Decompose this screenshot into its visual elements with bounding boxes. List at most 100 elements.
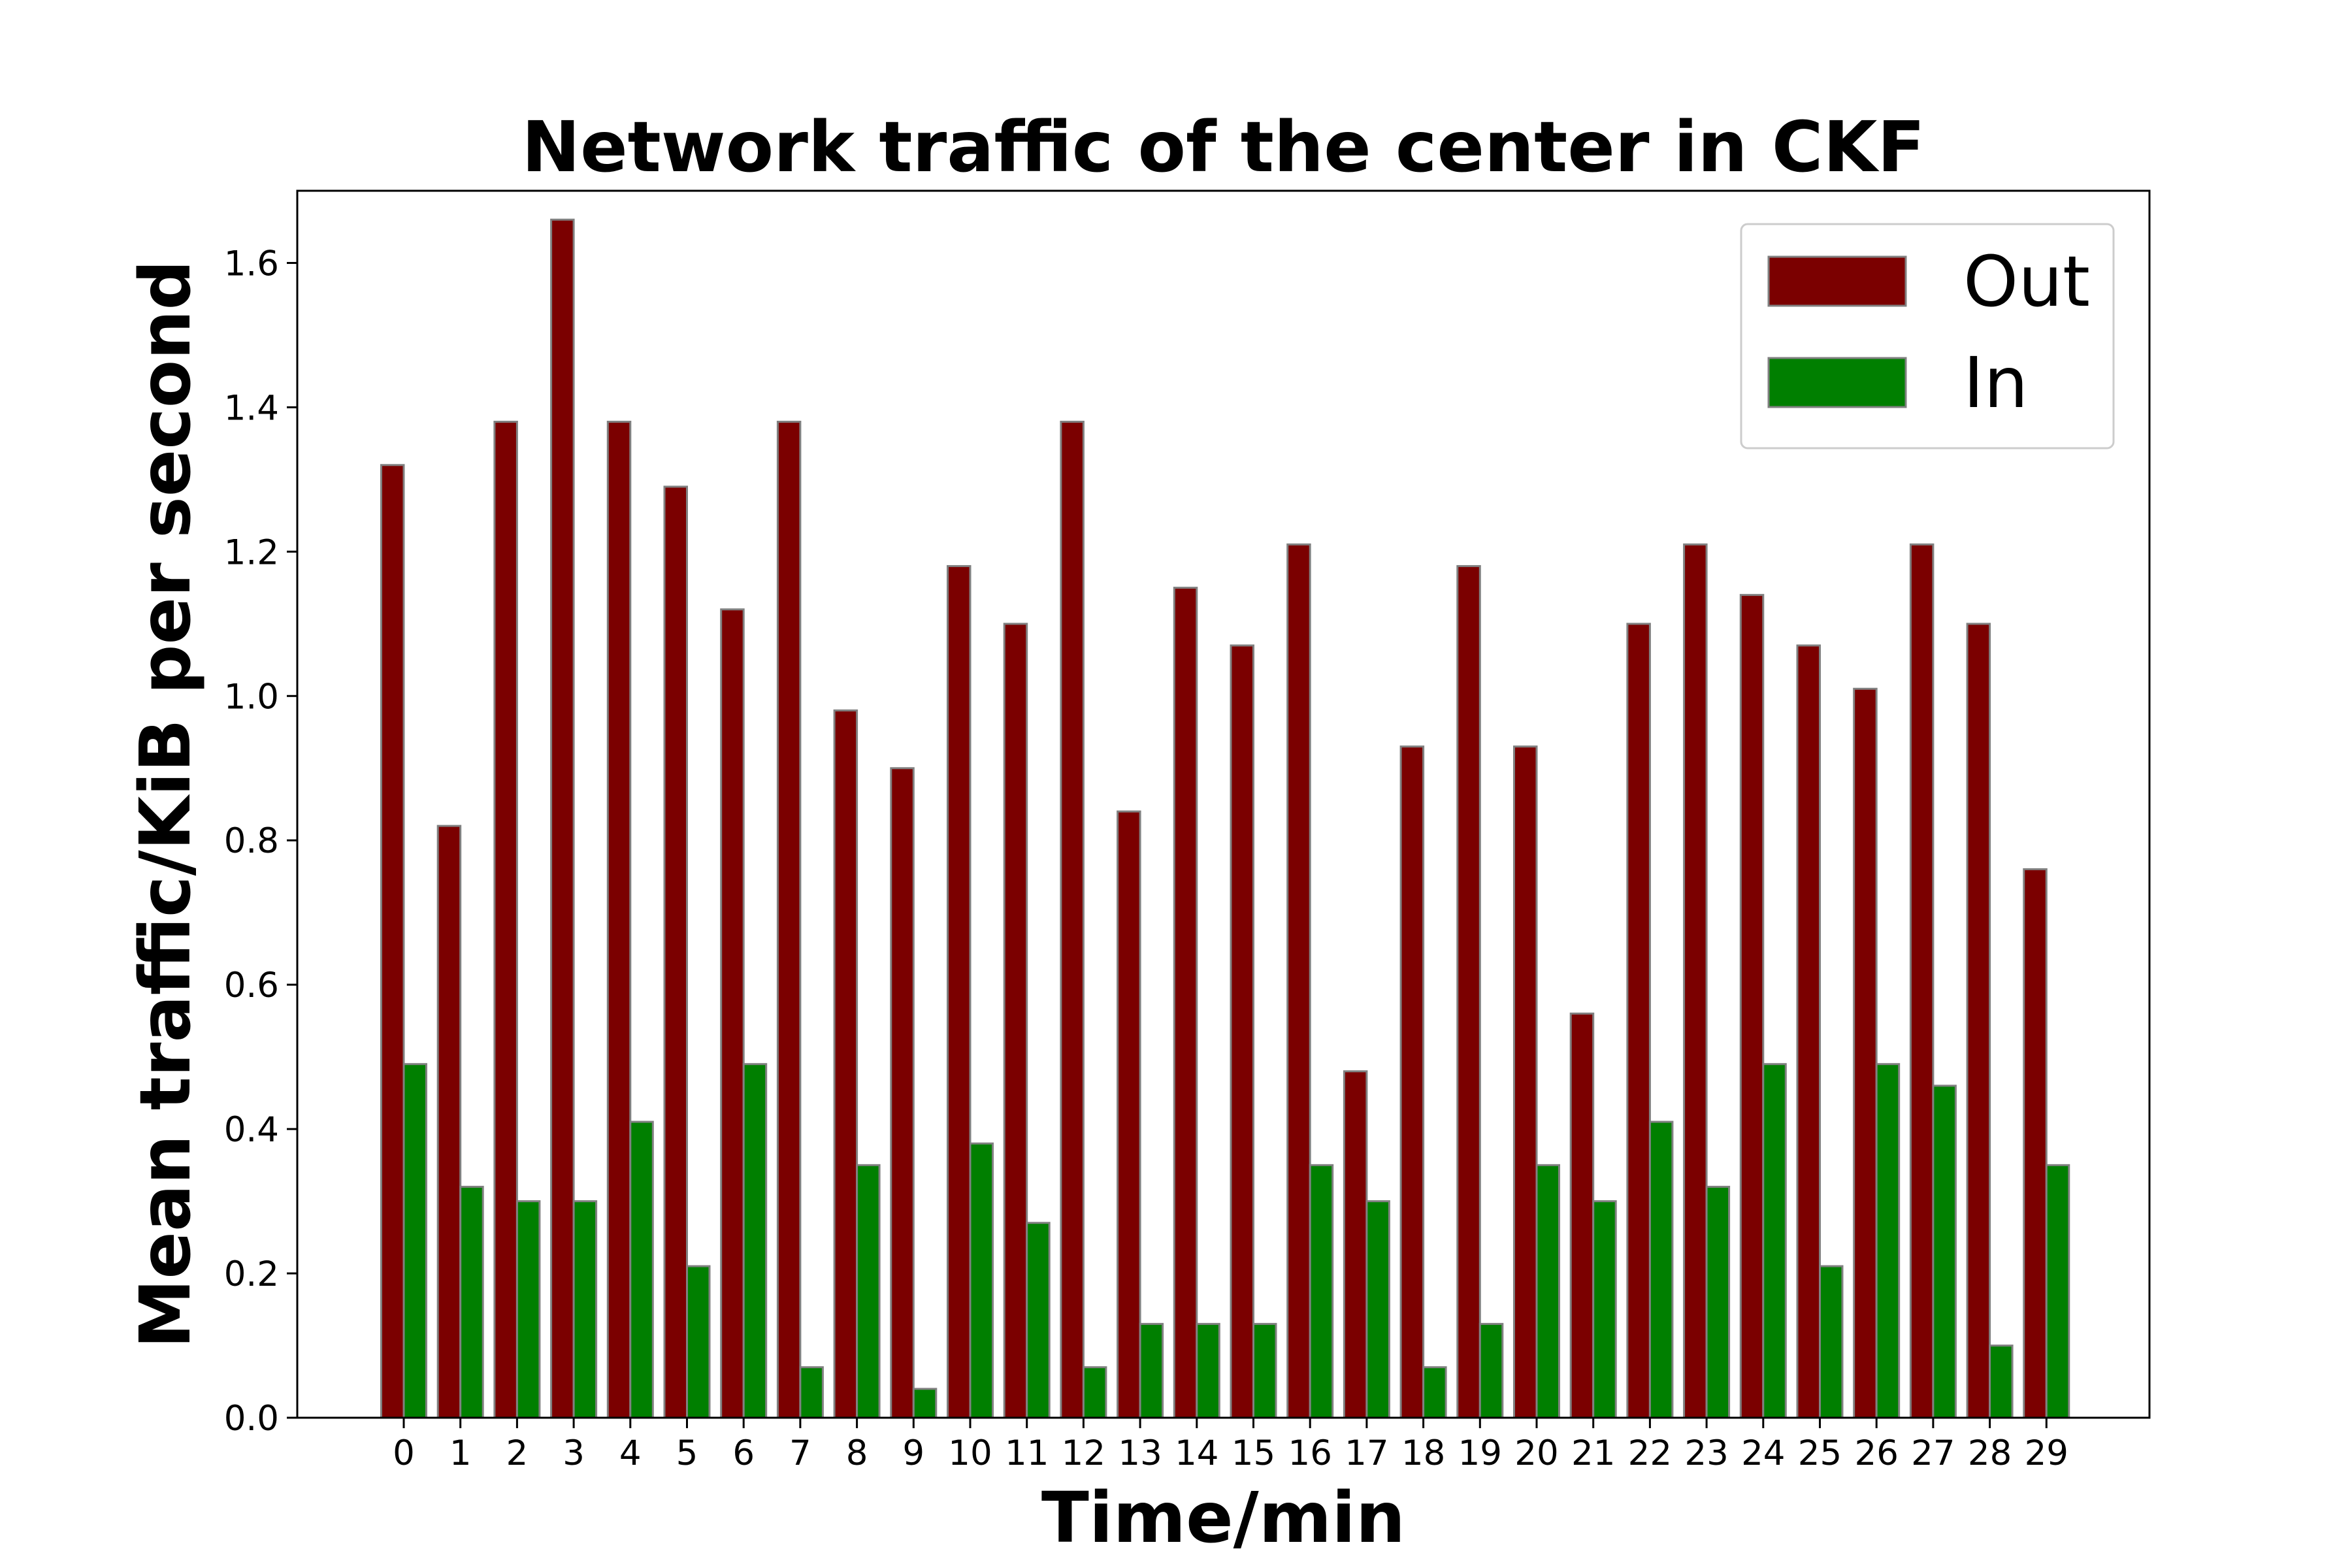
y-tick-label: 1.6 xyxy=(224,244,279,284)
bar-out-25 xyxy=(1796,644,1821,1419)
legend-swatch-in xyxy=(1767,357,1907,408)
bar-in-19 xyxy=(1478,1322,1504,1419)
y-tick-label: 0.2 xyxy=(224,1254,279,1294)
x-axis-ticks: 0 1 2 3 4 5 6 7 8 9 10 11 12 13 14 15 16 17 18 19 20 21 22 23 24… xyxy=(393,1418,2068,1473)
bar-in-18 xyxy=(1422,1366,1447,1419)
legend: Out In xyxy=(1740,223,2115,449)
y-tick-label: 0.8 xyxy=(224,821,279,861)
bar-out-27 xyxy=(1909,543,1935,1419)
y-tick-label: 0.6 xyxy=(224,966,279,1005)
bar-in-4 xyxy=(629,1120,654,1419)
x-tick-label: 9 xyxy=(902,1433,924,1473)
x-tick-label: 4 xyxy=(619,1433,642,1473)
bar-out-3 xyxy=(550,218,575,1419)
bar-in-25 xyxy=(1819,1265,1844,1419)
bar-out-2 xyxy=(493,421,518,1419)
x-tick-label: 6 xyxy=(732,1433,755,1473)
x-tick-label: 14 xyxy=(1175,1433,1218,1473)
bar-in-21 xyxy=(1592,1200,1617,1419)
bar-in-0 xyxy=(402,1063,427,1419)
bar-out-29 xyxy=(2023,868,2048,1419)
x-tick-label: 1 xyxy=(449,1433,472,1473)
bar-in-20 xyxy=(1535,1164,1560,1419)
bar-in-12 xyxy=(1082,1366,1107,1419)
y-tick-label: 1.0 xyxy=(224,677,279,717)
bars-layer xyxy=(380,218,2070,1419)
bar-out-1 xyxy=(436,825,462,1419)
bar-in-6 xyxy=(742,1063,768,1419)
bar-out-18 xyxy=(1399,745,1425,1419)
bar-out-14 xyxy=(1173,587,1198,1419)
x-tick-label: 29 xyxy=(2025,1433,2068,1473)
bar-out-22 xyxy=(1626,623,1651,1419)
y-tick-label: 0.4 xyxy=(224,1110,279,1150)
bar-in-9 xyxy=(912,1388,938,1419)
x-tick-label: 23 xyxy=(1684,1433,1728,1473)
bar-out-23 xyxy=(1683,543,1708,1419)
bar-in-15 xyxy=(1252,1322,1277,1419)
x-tick-label: 12 xyxy=(1062,1433,1105,1473)
bar-in-1 xyxy=(459,1185,484,1419)
bar-in-22 xyxy=(1648,1120,1674,1419)
bar-out-5 xyxy=(663,485,688,1419)
x-tick-label: 13 xyxy=(1118,1433,1162,1473)
bar-out-7 xyxy=(776,421,802,1419)
x-tick-label: 0 xyxy=(393,1433,415,1473)
bar-out-16 xyxy=(1286,543,1311,1419)
x-tick-label: 26 xyxy=(1854,1433,1898,1473)
legend-swatch-out xyxy=(1767,255,1907,307)
bar-in-11 xyxy=(1026,1222,1051,1419)
bar-in-27 xyxy=(1932,1085,1957,1419)
chart-title: Network traffic of the center in CKF xyxy=(522,107,1925,188)
x-tick-label: 24 xyxy=(1741,1433,1785,1473)
bar-in-26 xyxy=(1875,1063,1901,1419)
x-tick-label: 27 xyxy=(1911,1433,1955,1473)
y-tick-label: 1.2 xyxy=(224,532,279,572)
bar-out-21 xyxy=(1569,1012,1595,1419)
x-tick-label: 3 xyxy=(563,1433,585,1473)
bar-out-11 xyxy=(1003,623,1028,1419)
bar-in-8 xyxy=(856,1164,881,1419)
x-tick-label: 10 xyxy=(948,1433,992,1473)
bar-in-13 xyxy=(1139,1322,1164,1419)
bar-out-6 xyxy=(720,608,745,1419)
bar-out-8 xyxy=(833,709,858,1419)
bar-out-26 xyxy=(1853,687,1878,1419)
bar-in-29 xyxy=(2045,1164,2070,1419)
x-tick-label: 25 xyxy=(1798,1433,1842,1473)
bar-out-0 xyxy=(380,464,405,1419)
legend-label-out: Out xyxy=(1963,242,2090,323)
bar-out-12 xyxy=(1060,421,1085,1419)
x-tick-label: 19 xyxy=(1458,1433,1502,1473)
bar-out-20 xyxy=(1513,745,1538,1419)
x-tick-label: 11 xyxy=(1005,1433,1049,1473)
y-tick-label: 1.4 xyxy=(224,388,279,428)
x-tick-label: 18 xyxy=(1401,1433,1445,1473)
x-tick-label: 15 xyxy=(1232,1433,1275,1473)
bar-in-5 xyxy=(686,1265,711,1419)
y-tick-label: 0.0 xyxy=(224,1399,279,1439)
bar-out-13 xyxy=(1117,810,1141,1419)
legend-label-in: In xyxy=(1963,343,2028,424)
y-axis-label: Mean traffic/KiB per second xyxy=(125,260,206,1348)
x-tick-label: 17 xyxy=(1345,1433,1388,1473)
bar-in-2 xyxy=(515,1200,541,1419)
bar-out-19 xyxy=(1456,564,1481,1419)
x-tick-label: 21 xyxy=(1571,1433,1615,1473)
bar-out-24 xyxy=(1739,594,1765,1419)
x-axis-label: Time/min xyxy=(1041,1478,1405,1559)
bar-in-7 xyxy=(799,1366,824,1419)
bar-out-28 xyxy=(1966,623,1991,1419)
bar-in-28 xyxy=(1989,1345,2014,1419)
bar-out-4 xyxy=(606,421,632,1419)
x-tick-label: 20 xyxy=(1514,1433,1558,1473)
bar-out-15 xyxy=(1230,644,1254,1419)
x-tick-label: 8 xyxy=(846,1433,868,1473)
bar-in-10 xyxy=(969,1142,994,1419)
bar-in-14 xyxy=(1196,1322,1220,1419)
bar-out-9 xyxy=(890,767,915,1419)
bar-in-23 xyxy=(1705,1185,1731,1419)
plot-frame xyxy=(296,189,2151,1419)
